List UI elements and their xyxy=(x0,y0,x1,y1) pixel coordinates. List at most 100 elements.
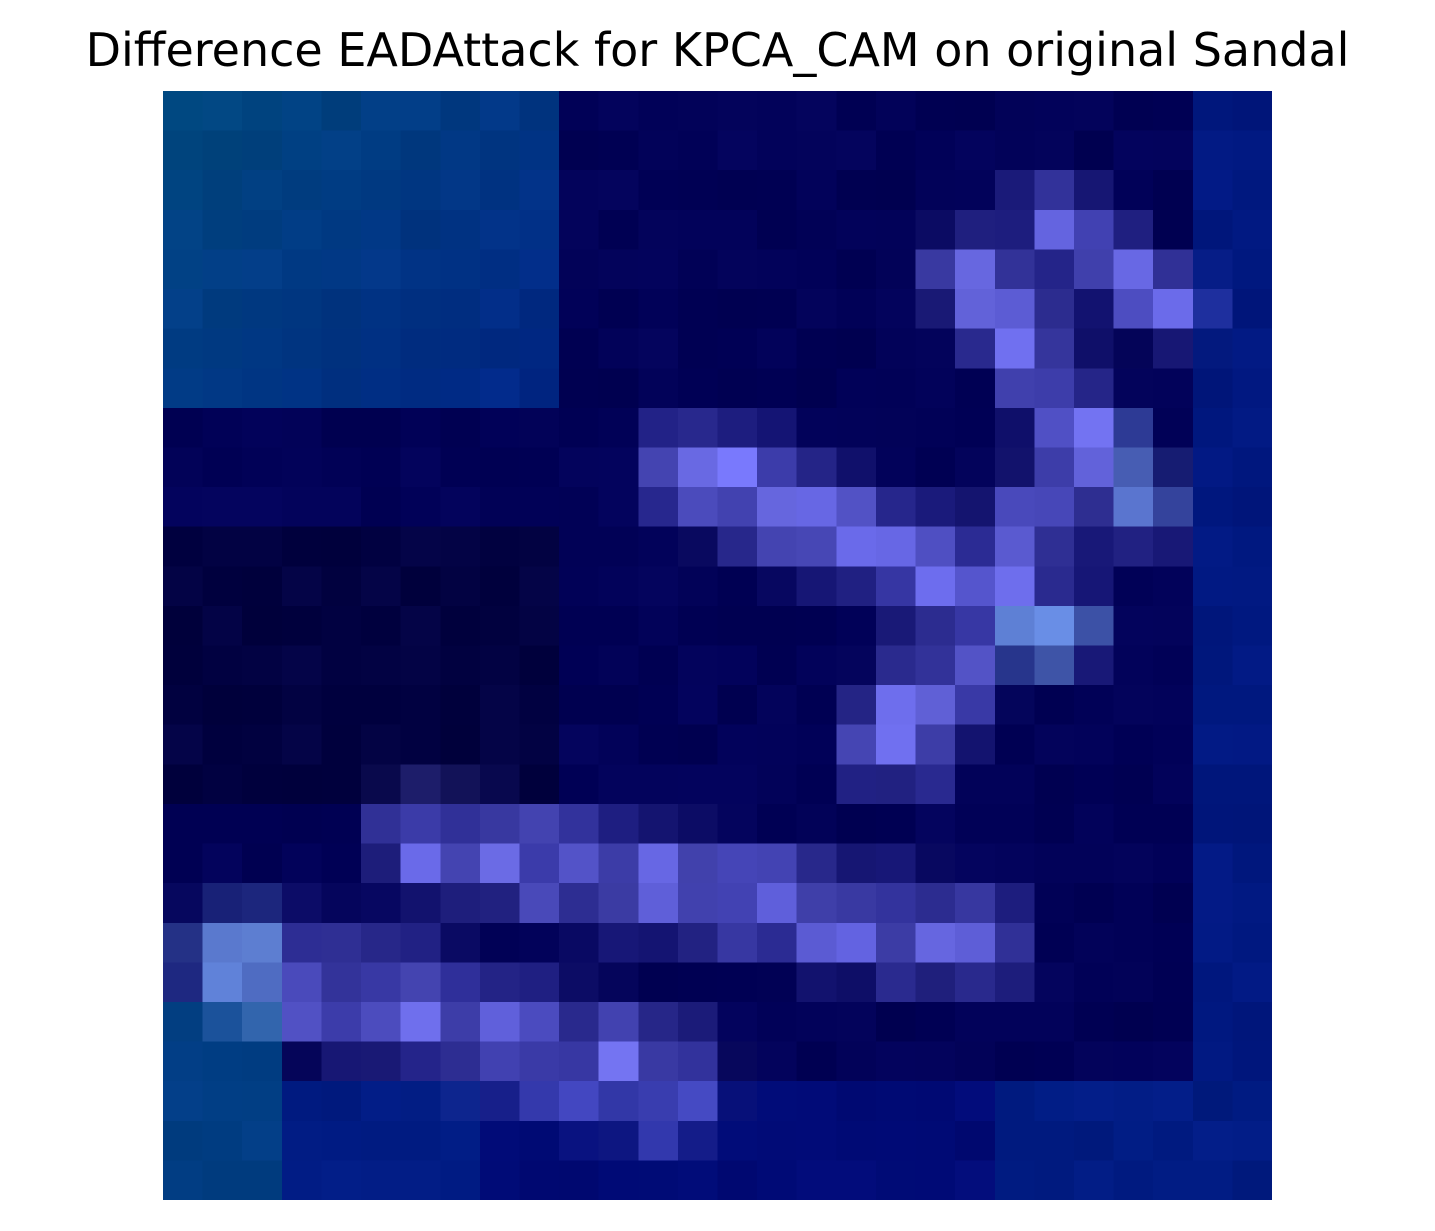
heatmap-pixel xyxy=(519,566,560,607)
heatmap-pixel xyxy=(796,685,838,726)
heatmap-pixel xyxy=(321,645,362,686)
heatmap-pixel xyxy=(1113,803,1154,845)
heatmap-pixel xyxy=(281,922,323,964)
heatmap-pixel xyxy=(717,764,758,805)
heatmap-pixel xyxy=(1034,645,1075,686)
heatmap-pixel xyxy=(321,566,362,607)
heatmap-pixel xyxy=(1113,368,1154,409)
heatmap-pixel xyxy=(1113,209,1154,251)
heatmap-pixel xyxy=(321,249,362,290)
heatmap-pixel xyxy=(1113,91,1154,132)
heatmap-pixel xyxy=(361,328,402,370)
heatmap-pixel xyxy=(598,328,640,370)
heatmap-pixel xyxy=(519,1120,560,1162)
heatmap-pixel xyxy=(836,249,877,290)
heatmap-pixel xyxy=(994,130,1036,172)
heatmap-pixel xyxy=(638,170,679,211)
heatmap-pixel xyxy=(757,368,798,409)
heatmap-pixel xyxy=(717,170,758,211)
heatmap-pixel xyxy=(1232,1160,1272,1200)
heatmap-pixel xyxy=(202,209,244,251)
heatmap-pixel xyxy=(955,645,996,686)
heatmap-pixel xyxy=(915,1120,956,1162)
heatmap-pixel xyxy=(1113,605,1154,647)
heatmap-pixel xyxy=(1073,487,1115,528)
heatmap-pixel xyxy=(400,803,442,845)
heatmap-pixel xyxy=(1034,130,1075,172)
heatmap-pixel xyxy=(163,526,204,568)
heatmap-pixel xyxy=(836,1041,877,1082)
heatmap-pixel xyxy=(361,843,402,884)
heatmap-pixel xyxy=(638,289,679,330)
heatmap-pixel xyxy=(1232,526,1272,568)
heatmap-pixel xyxy=(717,1041,758,1082)
heatmap-pixel xyxy=(638,328,679,370)
heatmap-pixel xyxy=(994,209,1036,251)
heatmap-pixel xyxy=(242,1041,283,1082)
heatmap-pixel xyxy=(400,130,442,172)
heatmap-pixel xyxy=(638,764,679,805)
heatmap-pixel xyxy=(836,91,877,132)
heatmap-pixel xyxy=(281,566,323,607)
heatmap-pixel xyxy=(598,922,640,964)
heatmap-pixel xyxy=(202,724,244,766)
heatmap-pixel xyxy=(440,724,481,766)
heatmap-pixel xyxy=(400,368,442,409)
heatmap-pixel xyxy=(163,605,204,647)
heatmap-pixel xyxy=(440,1081,481,1122)
heatmap-pixel xyxy=(1034,407,1075,449)
heatmap-pixel xyxy=(163,962,204,1003)
heatmap-pixel xyxy=(598,487,640,528)
heatmap-pixel xyxy=(1232,1081,1272,1122)
heatmap-pixel xyxy=(638,1041,679,1082)
heatmap-pixel xyxy=(915,1001,956,1043)
heatmap-pixel xyxy=(1192,91,1234,132)
heatmap-pixel xyxy=(915,447,956,488)
heatmap-pixel xyxy=(677,487,719,528)
heatmap-pixel xyxy=(479,328,521,370)
heatmap-pixel xyxy=(757,724,798,766)
heatmap-pixel xyxy=(875,764,917,805)
heatmap-pixel xyxy=(202,328,244,370)
heatmap-pixel xyxy=(1153,130,1194,172)
heatmap-pixel xyxy=(1034,368,1075,409)
heatmap-pixel xyxy=(400,289,442,330)
heatmap-pixel xyxy=(202,566,244,607)
heatmap-pixel xyxy=(242,843,283,884)
heatmap-pixel xyxy=(519,289,560,330)
heatmap-pixel xyxy=(955,1160,996,1200)
heatmap-pixel xyxy=(677,407,719,449)
heatmap-pixel xyxy=(281,724,323,766)
heatmap-pixel xyxy=(598,526,640,568)
heatmap-pixel xyxy=(796,447,838,488)
heatmap-pixel xyxy=(677,883,719,924)
heatmap-pixel xyxy=(242,724,283,766)
heatmap-pixel xyxy=(1113,170,1154,211)
heatmap-pixel xyxy=(440,407,481,449)
heatmap-pixel xyxy=(479,130,521,172)
heatmap-pixel xyxy=(1192,368,1234,409)
heatmap-pixel xyxy=(875,328,917,370)
heatmap-pixel xyxy=(559,962,600,1003)
heatmap-pixel xyxy=(1073,1081,1115,1122)
heatmap-pixel xyxy=(1192,407,1234,449)
heatmap-pixel xyxy=(202,289,244,330)
heatmap-pixel xyxy=(757,843,798,884)
heatmap-pixel xyxy=(994,566,1036,607)
heatmap-pixel xyxy=(361,368,402,409)
heatmap-pixel xyxy=(321,1081,362,1122)
heatmap-pixel xyxy=(875,685,917,726)
heatmap-pixel xyxy=(875,91,917,132)
heatmap-pixel xyxy=(479,1120,521,1162)
heatmap-pixel xyxy=(955,328,996,370)
heatmap-pixel xyxy=(717,328,758,370)
heatmap-pixel xyxy=(1034,883,1075,924)
heatmap-pixel xyxy=(1034,605,1075,647)
heatmap-pixel xyxy=(1153,487,1194,528)
heatmap-pixel xyxy=(559,764,600,805)
heatmap-pixel xyxy=(281,803,323,845)
heatmap-pixel xyxy=(440,368,481,409)
heatmap-pixel xyxy=(638,843,679,884)
heatmap-pixel xyxy=(717,883,758,924)
heatmap-pixel xyxy=(519,249,560,290)
